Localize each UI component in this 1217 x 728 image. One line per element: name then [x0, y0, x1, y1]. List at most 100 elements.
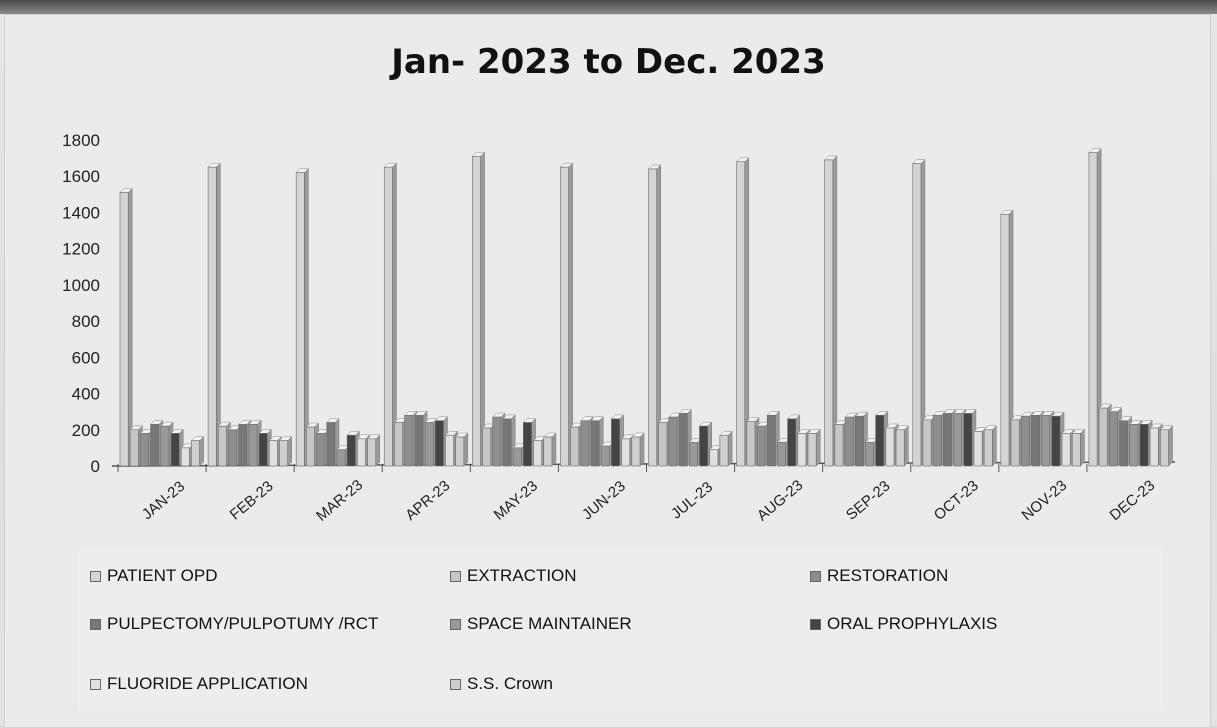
bar [973, 431, 983, 467]
legend-swatch [450, 678, 461, 690]
bar [777, 442, 786, 467]
y-tick-label: 400 [72, 385, 100, 404]
legend-swatch [90, 618, 101, 630]
bar-side [568, 162, 573, 467]
legend-item: EXTRACTION [450, 566, 577, 586]
bar-side [727, 430, 733, 467]
legend-label: RESTORATION [827, 566, 949, 585]
y-tick-label: 1800 [62, 131, 100, 150]
bar [1139, 424, 1149, 467]
bar-side [199, 436, 204, 467]
legend-label: FLUORIDE APPLICATION [107, 674, 308, 693]
bar [844, 416, 854, 467]
bar [875, 414, 885, 467]
bar [953, 413, 963, 467]
bar [590, 420, 600, 467]
bar [756, 425, 766, 467]
bar [217, 425, 227, 467]
bar [766, 414, 776, 467]
bar-side [551, 432, 557, 467]
legend-item: FLUORIDE APPLICATION [90, 674, 308, 694]
bar-side [480, 151, 485, 467]
bar [533, 440, 543, 467]
bar [455, 436, 465, 467]
x-category-label: FEB-23 [227, 478, 277, 524]
bar [895, 429, 905, 467]
legend-swatch [90, 678, 101, 690]
bar [1129, 424, 1139, 467]
bar [631, 436, 641, 467]
y-tick-label: 1600 [62, 167, 100, 186]
bar [523, 422, 532, 467]
bar [787, 418, 797, 467]
bar-side [815, 428, 821, 467]
x-category-label: AUG-23 [754, 477, 806, 525]
bar [279, 440, 288, 467]
bar [736, 161, 746, 467]
bar [1010, 419, 1020, 467]
bar [180, 447, 190, 467]
bar [383, 166, 393, 467]
legend-item: PULPECTOMY/PULPOTUMY /RCT [90, 614, 378, 634]
bar [268, 440, 278, 467]
bar-side [639, 432, 645, 467]
bar [445, 434, 454, 467]
bar [746, 421, 756, 467]
bar [326, 422, 336, 467]
bar [678, 413, 688, 467]
bar [129, 429, 139, 467]
legend: PATIENT OPD EXTRACTION RESTORATION PULPECTO… [78, 548, 1163, 710]
x-category-label: DEC-23 [1107, 477, 1159, 524]
y-tick-label: 0 [91, 457, 100, 476]
bar-side [744, 157, 750, 467]
legend-item: ORAL PROPHYLAXIS [810, 614, 997, 634]
bar [238, 424, 248, 467]
bar [1098, 407, 1108, 467]
legend-item: RESTORATION [810, 566, 948, 586]
bar-chart: 0 200 400 600 800 1000 1200 1400 1600 1800 JAN-23 F… [62, 131, 1176, 525]
bar [709, 449, 719, 467]
bar [140, 433, 149, 467]
bar [1149, 427, 1159, 467]
bar [160, 425, 170, 467]
bar [1031, 414, 1040, 467]
bar [414, 414, 424, 467]
bar [336, 449, 346, 467]
bar [502, 418, 512, 467]
bar [150, 424, 160, 467]
bar [611, 418, 620, 467]
x-category-label: JUL-23 [668, 478, 716, 522]
x-axis-line [111, 461, 1176, 467]
y-tick-label: 1400 [62, 203, 100, 222]
bar [1071, 433, 1081, 467]
bar [306, 426, 315, 467]
bar [1088, 152, 1098, 467]
bar [1061, 433, 1071, 467]
bar [719, 434, 729, 467]
bar [170, 433, 180, 467]
bar [668, 416, 678, 467]
bar [834, 424, 844, 467]
chart-title: Jan- 2023 to Dec. 2023 [391, 42, 826, 82]
bar [1020, 415, 1030, 467]
bar [854, 415, 864, 467]
legend-item: PATIENT OPD [90, 566, 218, 586]
bar-side [304, 167, 309, 467]
bar [648, 168, 657, 467]
bar-side [904, 425, 909, 467]
bar-side [992, 425, 997, 467]
bar-side [1080, 428, 1085, 467]
bar [922, 419, 932, 467]
bar-side [287, 436, 292, 467]
bar [1119, 420, 1129, 467]
bar [688, 442, 698, 467]
legend-swatch [450, 618, 461, 630]
legend-swatch [810, 570, 821, 582]
bar [119, 192, 129, 467]
bar [357, 438, 366, 467]
y-tick-label: 200 [72, 421, 100, 440]
bar [658, 422, 668, 467]
bar-side [463, 432, 469, 467]
bar [367, 438, 377, 467]
bar [807, 433, 817, 467]
